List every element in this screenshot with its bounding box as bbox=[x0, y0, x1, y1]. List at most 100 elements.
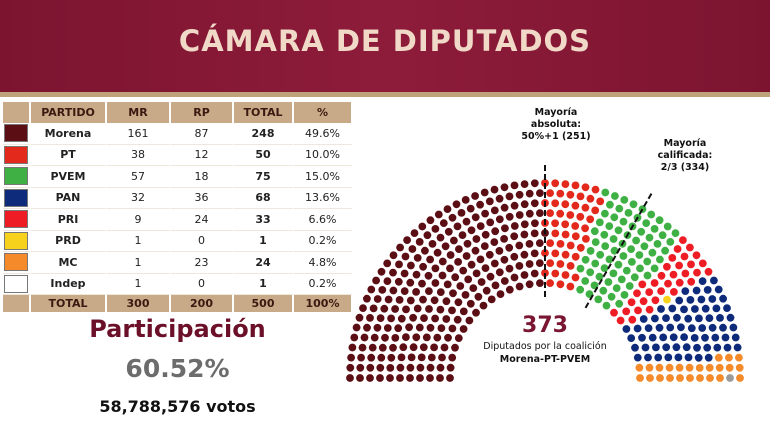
seat-morena bbox=[472, 308, 480, 317]
table-row: PRI 9 24 33 6.6% bbox=[3, 209, 353, 231]
seat-morena bbox=[531, 219, 539, 228]
seat-morena bbox=[436, 288, 445, 296]
table-row: MC 1 23 24 4.8% bbox=[3, 252, 353, 274]
seat-pvem bbox=[666, 238, 675, 246]
seat-pt bbox=[546, 259, 555, 267]
banner-accent-stripe bbox=[0, 92, 770, 97]
seat-morena bbox=[425, 287, 433, 295]
seat-morena bbox=[400, 269, 409, 278]
seat-morena bbox=[431, 279, 440, 287]
seat-pt bbox=[566, 262, 575, 270]
seat-pvem bbox=[655, 216, 664, 225]
seat-pvem bbox=[614, 226, 623, 235]
cell-rp: 0 bbox=[171, 230, 234, 252]
seat-pvem bbox=[596, 250, 605, 259]
seat-pan bbox=[644, 324, 653, 332]
seat-pvem bbox=[581, 255, 590, 264]
party-name: PAN bbox=[31, 187, 107, 209]
seat-morena bbox=[394, 277, 403, 286]
seat-pt bbox=[546, 189, 554, 198]
seat-morena bbox=[383, 259, 392, 268]
seat-pan bbox=[701, 333, 709, 342]
seat-morena bbox=[387, 353, 396, 362]
cell-pct: 0.2% bbox=[294, 273, 353, 295]
seat-mc bbox=[676, 374, 684, 382]
seat-morena bbox=[500, 203, 509, 212]
seat-morena bbox=[495, 247, 504, 255]
seat-morena bbox=[436, 374, 444, 382]
seat-morena bbox=[448, 306, 456, 315]
seat-morena bbox=[505, 285, 514, 294]
seat-mc bbox=[656, 374, 664, 382]
party-color-swatch bbox=[3, 123, 31, 145]
cell-rp: 0 bbox=[171, 273, 234, 295]
seat-pri bbox=[686, 243, 694, 252]
seat-morena bbox=[389, 343, 397, 352]
seat-morena bbox=[530, 179, 539, 188]
seat-morena bbox=[438, 353, 446, 362]
seat-morena bbox=[469, 284, 478, 292]
seat-pvem bbox=[650, 264, 659, 273]
seat-pvem bbox=[594, 295, 603, 304]
seat-mc bbox=[725, 363, 734, 372]
seat-morena bbox=[387, 314, 395, 323]
cell-rp: 23 bbox=[171, 252, 234, 274]
seat-pt bbox=[582, 235, 590, 243]
seat-morena bbox=[446, 251, 455, 259]
seat-pri bbox=[628, 315, 637, 324]
seat-pri bbox=[634, 306, 642, 315]
total-total: 500 bbox=[234, 295, 294, 312]
seat-morena bbox=[405, 323, 413, 332]
seat-pan bbox=[719, 323, 727, 332]
cell-total: 68 bbox=[234, 187, 294, 209]
seat-morena bbox=[485, 250, 494, 259]
seat-pan bbox=[690, 334, 699, 342]
seat-pan bbox=[662, 343, 671, 352]
seat-morena bbox=[448, 353, 457, 362]
seat-morena bbox=[480, 242, 489, 251]
seat-pt bbox=[561, 250, 570, 259]
seat-pvem bbox=[591, 238, 600, 247]
seat-morena bbox=[505, 192, 514, 201]
seat-morena bbox=[536, 209, 544, 218]
seat-morena bbox=[444, 227, 453, 236]
party-color-swatch bbox=[3, 273, 31, 295]
seat-pvem bbox=[636, 264, 644, 273]
seat-pan bbox=[708, 295, 717, 303]
seat-morena bbox=[396, 243, 404, 252]
participation-label: Participación bbox=[89, 315, 266, 343]
seat-pvem bbox=[605, 255, 614, 264]
page-title: CÁMARA DE DIPUTADOS bbox=[178, 24, 592, 58]
seat-morena bbox=[472, 269, 481, 278]
seat-morena bbox=[346, 363, 355, 372]
seat-morena bbox=[347, 353, 355, 362]
seat-morena bbox=[486, 272, 495, 281]
header-rp: RP bbox=[171, 102, 234, 123]
seat-pvem bbox=[643, 257, 652, 266]
seat-morena bbox=[456, 282, 465, 290]
seat-mc bbox=[636, 374, 644, 382]
seat-mc bbox=[666, 374, 674, 382]
seat-pvem bbox=[591, 259, 600, 268]
seat-morena bbox=[510, 252, 519, 261]
seat-morena bbox=[439, 219, 448, 228]
seat-pan bbox=[698, 324, 707, 332]
seat-morena bbox=[481, 230, 490, 239]
seat-morena bbox=[381, 333, 389, 342]
seat-pt bbox=[571, 181, 580, 190]
seat-morena bbox=[515, 211, 524, 219]
seat-morena bbox=[530, 199, 539, 208]
party-name: PRD bbox=[31, 230, 107, 252]
seat-morena bbox=[459, 266, 468, 275]
seat-pt bbox=[586, 215, 595, 224]
seat-morena bbox=[416, 374, 424, 382]
seat-morena bbox=[485, 197, 494, 206]
seat-morena bbox=[480, 188, 489, 197]
seat-pvem bbox=[640, 242, 649, 251]
seat-morena bbox=[370, 333, 379, 342]
seat-pri bbox=[681, 269, 690, 278]
seat-pt bbox=[546, 239, 555, 248]
seat-morena bbox=[436, 363, 445, 372]
seat-morena bbox=[360, 333, 369, 342]
seat-pvem bbox=[604, 278, 613, 286]
